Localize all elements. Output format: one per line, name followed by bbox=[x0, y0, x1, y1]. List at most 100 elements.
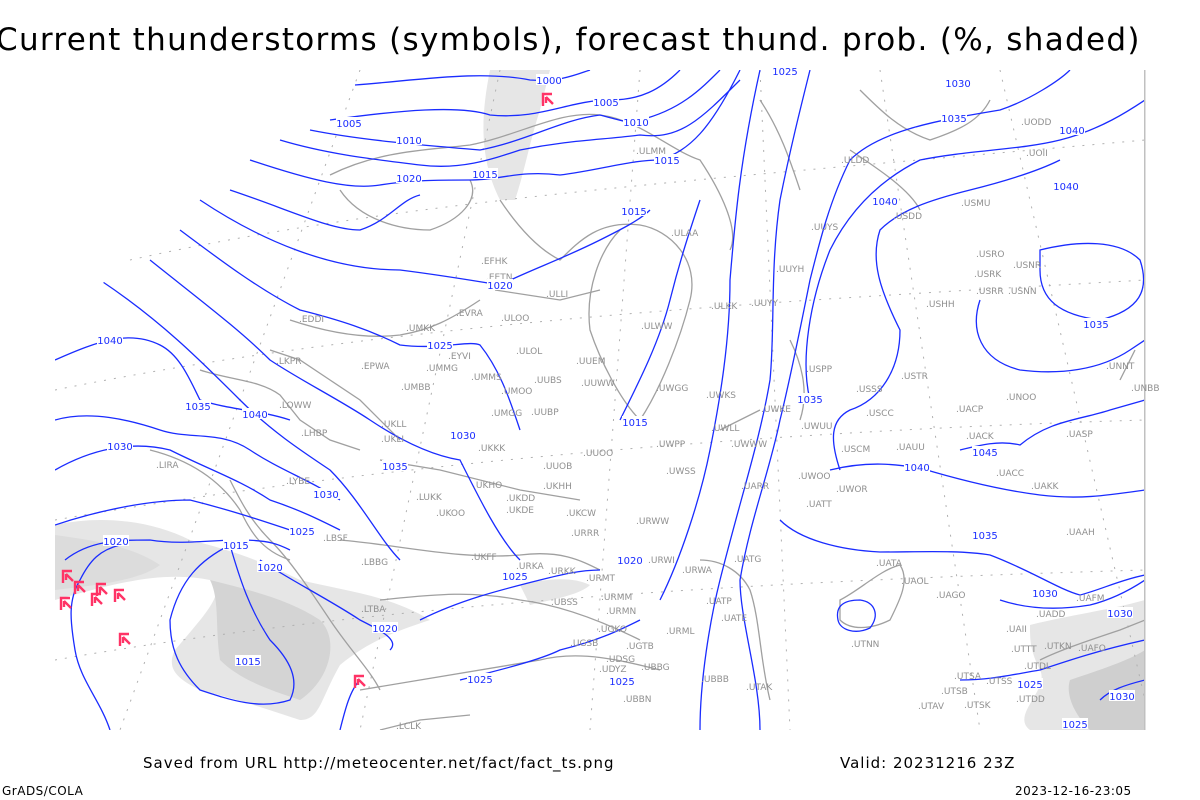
station-label: .UMMS bbox=[471, 373, 502, 383]
isobar-label: 1040 bbox=[872, 197, 897, 208]
station-label: .UAFM bbox=[1076, 594, 1105, 604]
isobar-label-background bbox=[945, 77, 971, 88]
station-label: .UASP bbox=[1066, 430, 1093, 440]
thunderstorm-icon bbox=[73, 580, 86, 594]
station-label: .UWGG bbox=[656, 384, 688, 394]
isobar-labels: 1000 1005 1005 1010 1010 1015 1015 1020 1015 1025… bbox=[97, 65, 1135, 731]
isobar-label-background bbox=[427, 339, 453, 350]
station-label: .UBBG bbox=[641, 663, 670, 673]
station-label: .UKLL bbox=[381, 420, 406, 430]
isobar-label-background bbox=[97, 334, 123, 345]
station-label: .UTDL bbox=[1024, 662, 1051, 672]
station-label: .ULOO bbox=[501, 314, 529, 324]
isobar-label: 1035 bbox=[185, 402, 210, 413]
isobar-label: 1030 bbox=[313, 490, 338, 501]
isobar-label: 1020 bbox=[372, 624, 397, 635]
thunderstorm-icon bbox=[113, 588, 126, 602]
station-label: .UMKK bbox=[406, 324, 436, 334]
station-label: .UKLI bbox=[381, 435, 404, 445]
isobar-label: 1030 bbox=[1109, 692, 1134, 703]
isobar-label: 1040 bbox=[1053, 182, 1078, 193]
software-credit: GrADS/COLA bbox=[2, 784, 84, 798]
isobar-label-background bbox=[941, 112, 967, 123]
station-label: .UAUU bbox=[896, 443, 925, 453]
station-label: .UAKK bbox=[1031, 482, 1060, 492]
isobar-label-background bbox=[396, 172, 422, 183]
station-label: .USHH bbox=[926, 300, 955, 310]
isobar-label-background bbox=[1062, 718, 1088, 729]
isobar-label: 1005 bbox=[336, 119, 361, 130]
station-label: .USCC bbox=[866, 409, 894, 419]
station-label: .USNR bbox=[1013, 261, 1041, 271]
station-label: .USDD bbox=[893, 212, 922, 222]
station-label: .UACC bbox=[996, 469, 1024, 479]
station-label: .UADD bbox=[1036, 610, 1066, 620]
isobar-label-background bbox=[472, 168, 498, 179]
station-label: .ULOL bbox=[516, 347, 542, 357]
isobar-label-background bbox=[772, 65, 798, 76]
thunderstorm-icon bbox=[90, 592, 103, 606]
thunderstorm-icon bbox=[61, 569, 74, 583]
station-label: .ULDD bbox=[841, 156, 869, 166]
isobar-label-background bbox=[235, 655, 261, 666]
station-label: .UUYY bbox=[751, 299, 779, 309]
isobar-label: 1010 bbox=[623, 118, 648, 129]
station-label: .UDSG bbox=[606, 655, 635, 665]
station-label: .UMMG bbox=[426, 364, 458, 374]
station-label: .ULMM bbox=[636, 147, 666, 157]
station-label: .USRK bbox=[974, 270, 1002, 280]
station-label: .UWUU bbox=[801, 422, 833, 432]
station-label: .UWKE bbox=[761, 405, 791, 415]
station-label: .UTSA bbox=[954, 672, 982, 682]
station-label: .UKCW bbox=[566, 509, 596, 519]
isobar-label: 1030 bbox=[1107, 609, 1132, 620]
station-label: .UATG bbox=[734, 555, 761, 565]
station-label: .UKDD bbox=[506, 494, 535, 504]
thunderstorm-icon bbox=[353, 674, 366, 688]
station-label: .UWOR bbox=[836, 485, 868, 495]
station-label: .ULLI bbox=[546, 290, 568, 300]
station-label: .EETN bbox=[486, 273, 512, 283]
isobar-label: 1035 bbox=[1083, 320, 1108, 331]
station-label: .USMU bbox=[961, 199, 991, 209]
station-label: .UMBB bbox=[401, 383, 431, 393]
station-label: .UKOO bbox=[436, 509, 465, 519]
station-label: .UBBB bbox=[701, 675, 729, 685]
isobar-label: 1015 bbox=[654, 156, 679, 167]
station-label: .UGTB bbox=[626, 642, 654, 652]
station-label: .UODD bbox=[1021, 118, 1051, 128]
station-label: .USPP bbox=[806, 365, 833, 375]
isobar-label: 1040 bbox=[1059, 126, 1084, 137]
station-label: .USRR bbox=[976, 287, 1004, 297]
isobar-label: 1020 bbox=[257, 563, 282, 574]
isobar-label: 1040 bbox=[97, 336, 122, 347]
station-label: .UTAV bbox=[918, 702, 945, 712]
isobar-label: 1015 bbox=[621, 207, 646, 218]
station-label: .UTSS bbox=[986, 677, 1013, 687]
isobar-label-background bbox=[593, 96, 619, 107]
station-label: .UTKN bbox=[1044, 642, 1072, 652]
isobar-label-background bbox=[972, 529, 998, 540]
station-label: .UMOO bbox=[501, 387, 532, 397]
isobar-label: 1025 bbox=[772, 67, 797, 78]
isobar-label: 1000 bbox=[536, 76, 561, 87]
isobar-label: 1015 bbox=[235, 657, 260, 668]
station-label: .UMGG bbox=[491, 409, 522, 419]
station-label: .UDYZ bbox=[599, 665, 627, 675]
isobar-label-background bbox=[617, 554, 643, 565]
station-label: .UKDE bbox=[506, 506, 534, 516]
station-label: .USCM bbox=[841, 445, 870, 455]
station-label: .LOWW bbox=[279, 401, 312, 411]
station-label: .ULAA bbox=[671, 229, 699, 239]
station-label: .LIRA bbox=[156, 461, 179, 471]
isobar-label-background bbox=[1107, 607, 1133, 618]
station-label: .USRO bbox=[976, 250, 1005, 260]
station-label: .UTTT bbox=[1011, 645, 1037, 655]
thunderstorm-icon bbox=[118, 632, 131, 646]
station-label: .EFHK bbox=[481, 257, 508, 267]
isobar-label: 1010 bbox=[396, 136, 421, 147]
station-label: .UWKS bbox=[706, 391, 736, 401]
isobar-label-background bbox=[467, 673, 493, 684]
isobar-label-background bbox=[536, 74, 562, 85]
station-label: .URKA bbox=[516, 562, 544, 572]
